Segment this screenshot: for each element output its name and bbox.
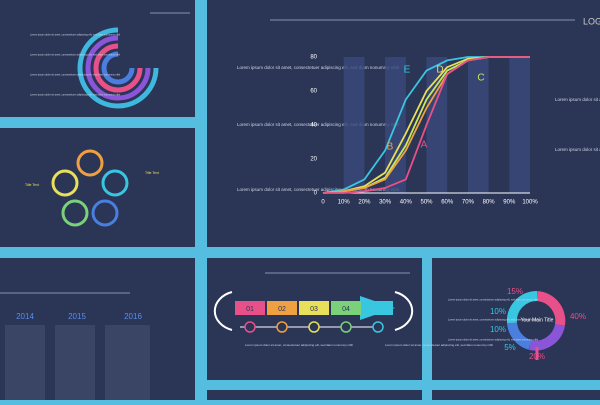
step xyxy=(267,301,297,315)
x-tick-label: 30% xyxy=(379,200,392,206)
step-icon xyxy=(340,321,352,333)
x-tick-label: 90% xyxy=(503,200,516,206)
caption: Lorem ipsum dolor sit amet, consectetuer… xyxy=(245,343,354,347)
band xyxy=(467,57,489,193)
title: Your Main Title xyxy=(521,317,554,323)
band xyxy=(343,57,365,193)
y-tick-label: 0 xyxy=(314,191,318,197)
step-label: 01 xyxy=(246,306,254,313)
legend-label: E xyxy=(404,65,411,76)
year: 2016 xyxy=(124,312,142,321)
percent-label: 15% xyxy=(507,287,523,296)
logo: LOGO xyxy=(583,16,600,26)
band xyxy=(509,57,530,193)
step-icon xyxy=(276,321,288,333)
step-label: 02 xyxy=(278,306,286,313)
slide xyxy=(432,390,600,400)
percent-label: 10% xyxy=(490,307,506,316)
caption: Lorem ipsum dolor sit amet, consectetuer… xyxy=(448,339,539,342)
slide xyxy=(207,258,422,380)
caption: Lorem ipsum dolor sit amet, consectetuer… xyxy=(237,122,400,127)
year: 2015 xyxy=(68,312,86,321)
percent-label: 20% xyxy=(529,352,545,361)
arrow xyxy=(213,291,233,331)
percent-label: 10% xyxy=(490,325,506,334)
x-tick-label: 70% xyxy=(462,200,475,206)
x-tick-label: 80% xyxy=(483,200,496,206)
title: Title Text xyxy=(145,171,159,175)
legend-label: A xyxy=(421,140,428,151)
x-tick-label: 100% xyxy=(522,200,538,206)
x-tick-label: 60% xyxy=(441,200,454,206)
timeline-bars xyxy=(5,325,150,400)
step xyxy=(235,301,265,315)
percent-label: 40% xyxy=(570,312,586,321)
arrow xyxy=(394,291,414,331)
x-tick-label: 10% xyxy=(338,200,351,206)
step-icon xyxy=(244,321,256,333)
caption: Lorem ipsum dolor sit amet, consectetuer… xyxy=(30,94,121,97)
donut xyxy=(506,290,566,351)
step xyxy=(299,301,329,315)
step-label: 05 xyxy=(399,306,407,313)
caption: Lorem ipsum dolor sit amet, consectetuer… xyxy=(555,147,600,152)
step-label: 03 xyxy=(310,306,318,313)
caption: Lorem ipsum dolor sit amet, consectetuer… xyxy=(30,74,121,77)
caption: Lorem ipsum dolor sit amet, consectetuer… xyxy=(237,187,400,192)
caption: Lorem ipsum dolor sit amet, consectetuer… xyxy=(30,34,121,37)
step xyxy=(363,301,393,315)
caption: Lorem ipsum dolor sit amet, consectetuer… xyxy=(448,319,539,322)
legend-label: D xyxy=(436,65,443,76)
step xyxy=(331,301,361,315)
x-tick-label: 0 xyxy=(321,200,325,206)
y-tick-label: 60 xyxy=(310,89,317,95)
legend-label: B xyxy=(387,142,394,153)
step-icon xyxy=(308,321,320,333)
x-tick-label: 50% xyxy=(420,200,433,206)
cycle-diagram xyxy=(51,149,129,227)
caption: Lorem ipsum dolor sit amet, consectetuer… xyxy=(555,97,600,102)
caption: Lorem ipsum dolor sit amet, consectetuer… xyxy=(237,65,400,70)
x-tick-label: 20% xyxy=(358,200,371,206)
y-tick-label: 80 xyxy=(310,55,317,61)
y-tick-label: 40 xyxy=(310,123,317,129)
year: 2014 xyxy=(16,312,34,321)
line xyxy=(323,56,530,194)
slide xyxy=(0,128,195,247)
caption: Lorem ipsum dolor sit amet, consectetuer… xyxy=(448,299,539,302)
caption: Lorem ipsum dolor sit amet, consectetuer… xyxy=(30,54,121,57)
percent-label: 5% xyxy=(504,343,516,352)
radial-chart xyxy=(77,27,159,109)
caption: Lorem ipsum dolor sit amet, consectetuer… xyxy=(385,343,494,347)
x-tick-label: 40% xyxy=(400,200,413,206)
slide xyxy=(207,390,422,400)
title: Title Text xyxy=(25,183,39,187)
step-label: 04 xyxy=(342,306,350,313)
legend-label: C xyxy=(477,73,484,84)
step-icon xyxy=(372,321,384,333)
y-tick-label: 20 xyxy=(310,157,317,163)
